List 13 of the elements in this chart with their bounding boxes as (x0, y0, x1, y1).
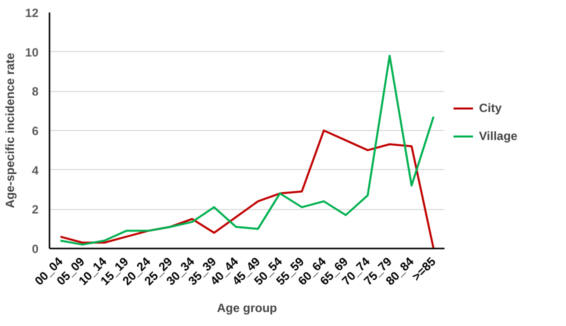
legend-label: City (479, 100, 502, 114)
y-tick-label: 10 (25, 45, 39, 60)
y-axis-title: Age-specific incidence rate (3, 52, 18, 208)
y-tick-label: 0 (32, 242, 39, 256)
y-tick-label: 8 (32, 84, 39, 99)
legend-label: Village (479, 128, 518, 142)
line-series (59, 130, 435, 248)
line-series (59, 54, 435, 246)
y-tick-label: 12 (25, 6, 39, 20)
y-tick-label: 6 (32, 124, 39, 138)
y-tick-label: 2 (32, 202, 39, 217)
y-tick-label: 4 (32, 163, 39, 178)
x-axis-title: Age group (217, 300, 278, 315)
